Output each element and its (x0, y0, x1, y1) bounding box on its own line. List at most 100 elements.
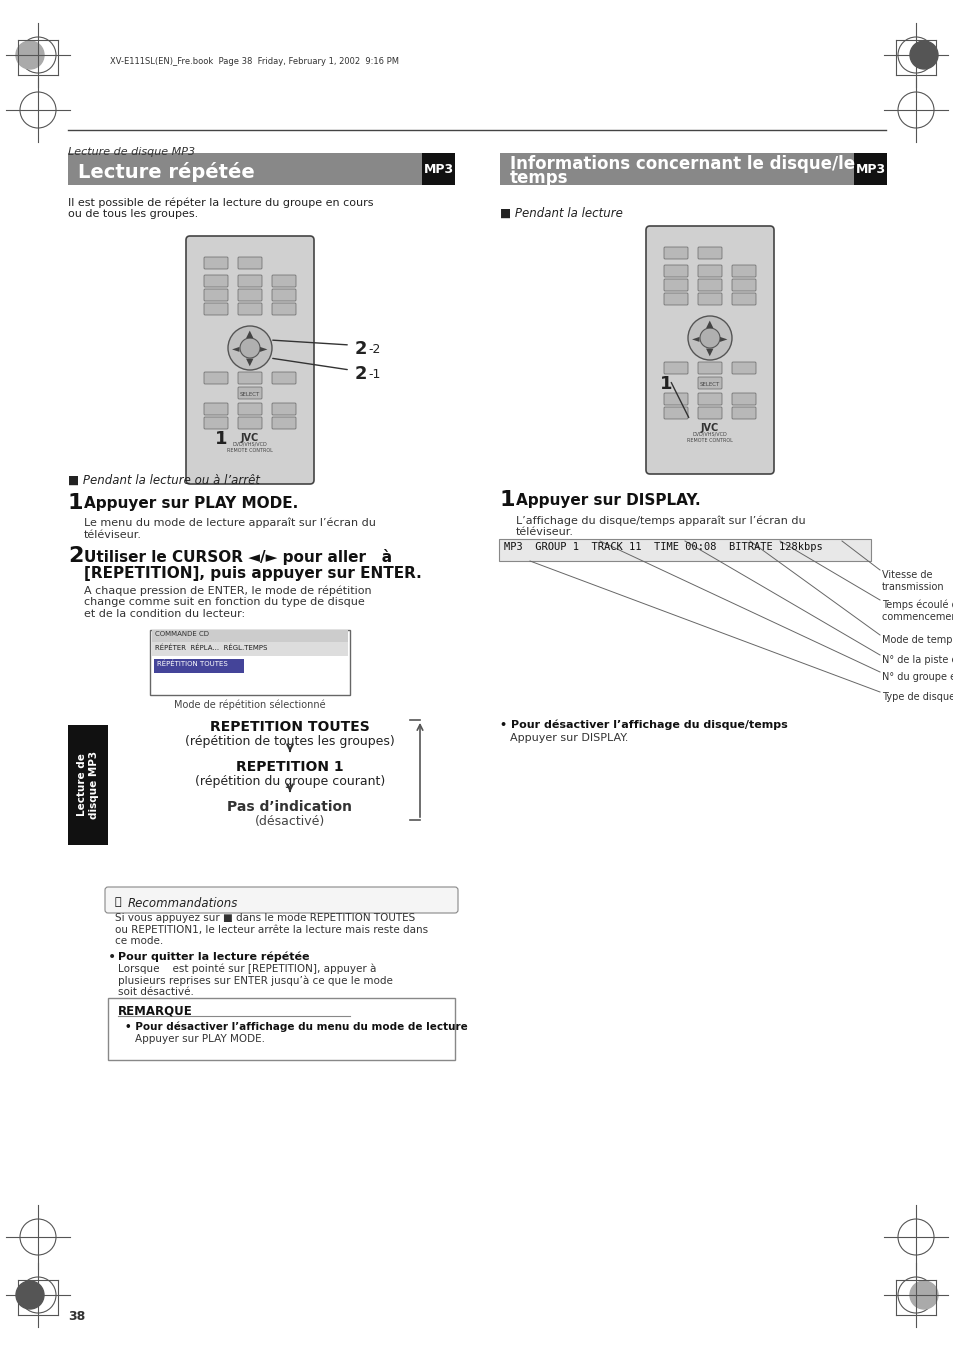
Circle shape (240, 338, 260, 358)
Text: ▲: ▲ (705, 319, 713, 330)
Text: ◄: ◄ (232, 343, 239, 353)
FancyBboxPatch shape (731, 293, 755, 305)
Text: N° du groupe en cours: N° du groupe en cours (882, 671, 953, 682)
FancyBboxPatch shape (731, 393, 755, 405)
Text: [REPETITION], puis appuyer sur ENTER.: [REPETITION], puis appuyer sur ENTER. (84, 566, 421, 581)
FancyBboxPatch shape (152, 642, 348, 657)
FancyBboxPatch shape (498, 539, 870, 561)
FancyBboxPatch shape (237, 289, 262, 301)
FancyBboxPatch shape (204, 289, 228, 301)
Text: 2: 2 (355, 365, 367, 382)
Text: • Pour désactiver l’affichage du disque/temps: • Pour désactiver l’affichage du disque/… (499, 720, 787, 731)
FancyBboxPatch shape (272, 372, 295, 384)
Text: MP3: MP3 (855, 163, 885, 176)
FancyBboxPatch shape (698, 362, 721, 374)
FancyBboxPatch shape (272, 417, 295, 430)
Text: Appuyer sur PLAY MODE.: Appuyer sur PLAY MODE. (135, 1034, 265, 1044)
Text: Lecture de
disque MP3: Lecture de disque MP3 (77, 751, 99, 819)
Circle shape (700, 328, 720, 349)
Text: 38: 38 (68, 1310, 85, 1323)
Circle shape (909, 41, 937, 69)
Circle shape (16, 41, 44, 69)
FancyBboxPatch shape (272, 403, 295, 415)
FancyBboxPatch shape (698, 265, 721, 277)
FancyBboxPatch shape (204, 403, 228, 415)
FancyBboxPatch shape (663, 293, 687, 305)
FancyBboxPatch shape (204, 276, 228, 286)
FancyBboxPatch shape (663, 247, 687, 259)
Text: Mode de temps: Mode de temps (882, 635, 953, 644)
Text: ►: ► (720, 332, 727, 343)
Text: MP3  GROUP 1  TRACK 11  TIME 00:08  BITRATE 128kbps: MP3 GROUP 1 TRACK 11 TIME 00:08 BITRATE … (503, 542, 821, 553)
FancyBboxPatch shape (698, 393, 721, 405)
Text: SELECT: SELECT (239, 392, 260, 397)
FancyBboxPatch shape (68, 725, 108, 844)
Text: Lecture de disque MP3: Lecture de disque MP3 (68, 147, 195, 157)
Text: REPETITION TOUTES: REPETITION TOUTES (210, 720, 370, 734)
Circle shape (687, 316, 731, 359)
FancyBboxPatch shape (272, 276, 295, 286)
FancyBboxPatch shape (731, 362, 755, 374)
Text: • Pour désactiver l’affichage du menu du mode de lecture: • Pour désactiver l’affichage du menu du… (125, 1021, 467, 1032)
FancyBboxPatch shape (237, 417, 262, 430)
Text: ◄: ◄ (692, 332, 699, 343)
Text: DVD/VHS/VCD
REMOTE CONTROL: DVD/VHS/VCD REMOTE CONTROL (686, 432, 732, 443)
FancyBboxPatch shape (421, 153, 455, 185)
Text: Mode de répétition sélectionné: Mode de répétition sélectionné (174, 700, 326, 711)
Text: Pas d’indication: Pas d’indication (227, 800, 352, 815)
Text: Recommandations: Recommandations (128, 897, 238, 911)
Text: Appuyer sur PLAY MODE.: Appuyer sur PLAY MODE. (84, 496, 298, 511)
Text: REPETITION 1: REPETITION 1 (236, 761, 343, 774)
Text: ►: ► (260, 343, 268, 353)
FancyBboxPatch shape (663, 362, 687, 374)
FancyBboxPatch shape (663, 265, 687, 277)
Text: Type de disque: Type de disque (882, 692, 953, 703)
FancyBboxPatch shape (698, 247, 721, 259)
FancyBboxPatch shape (186, 236, 314, 484)
Text: MP3: MP3 (423, 163, 454, 176)
FancyBboxPatch shape (698, 280, 721, 290)
Text: 1: 1 (68, 493, 84, 513)
Text: -2: -2 (368, 343, 380, 357)
FancyBboxPatch shape (731, 280, 755, 290)
Text: DVD/VHS/VCD
REMOTE CONTROL: DVD/VHS/VCD REMOTE CONTROL (227, 442, 273, 453)
FancyBboxPatch shape (237, 303, 262, 315)
Text: Si vous appuyez sur ■ dans le mode REPETITION TOUTES
ou REPETITION1, le lecteur : Si vous appuyez sur ■ dans le mode REPET… (115, 913, 428, 946)
FancyBboxPatch shape (108, 998, 455, 1061)
FancyBboxPatch shape (663, 280, 687, 290)
FancyBboxPatch shape (853, 153, 886, 185)
FancyBboxPatch shape (237, 403, 262, 415)
Text: XV-E111SL(EN)_Fre.book  Page 38  Friday, February 1, 2002  9:16 PM: XV-E111SL(EN)_Fre.book Page 38 Friday, F… (110, 58, 398, 66)
FancyBboxPatch shape (237, 276, 262, 286)
Text: ■ Pendant la lecture ou à l’arrêt: ■ Pendant la lecture ou à l’arrêt (68, 474, 260, 486)
Text: Utiliser le CURSOR ◄/► pour aller   à: Utiliser le CURSOR ◄/► pour aller à (84, 549, 392, 565)
FancyBboxPatch shape (204, 257, 228, 269)
Text: 2: 2 (68, 546, 83, 566)
FancyBboxPatch shape (237, 372, 262, 384)
FancyBboxPatch shape (499, 153, 886, 185)
FancyBboxPatch shape (68, 153, 455, 185)
Text: ▼: ▼ (705, 347, 713, 357)
Text: (répétition de toutes les groupes): (répétition de toutes les groupes) (185, 735, 395, 748)
Text: ▲: ▲ (246, 330, 253, 339)
Text: JVC: JVC (700, 423, 719, 434)
Text: Pour quitter la lecture répétée: Pour quitter la lecture répétée (118, 951, 309, 962)
Text: 2: 2 (355, 340, 367, 358)
Text: JVC: JVC (240, 434, 259, 443)
FancyBboxPatch shape (272, 289, 295, 301)
FancyBboxPatch shape (105, 888, 457, 913)
FancyBboxPatch shape (698, 407, 721, 419)
Text: Appuyer sur DISPLAY.: Appuyer sur DISPLAY. (510, 734, 628, 743)
Text: 1: 1 (499, 490, 515, 509)
Text: •: • (108, 950, 116, 965)
Text: ■ Pendant la lecture: ■ Pendant la lecture (499, 207, 622, 220)
FancyBboxPatch shape (645, 226, 773, 474)
Text: (répétition du groupe courant): (répétition du groupe courant) (194, 775, 385, 788)
Text: (désactivé): (désactivé) (254, 815, 325, 828)
Text: Vitesse de
transmission: Vitesse de transmission (882, 570, 943, 592)
Text: 1: 1 (214, 430, 227, 449)
Circle shape (228, 326, 272, 370)
FancyBboxPatch shape (731, 407, 755, 419)
Text: Le menu du mode de lecture apparaît sur l’écran du
téléviseur.: Le menu du mode de lecture apparaît sur … (84, 517, 375, 540)
Text: 📋: 📋 (115, 897, 121, 907)
